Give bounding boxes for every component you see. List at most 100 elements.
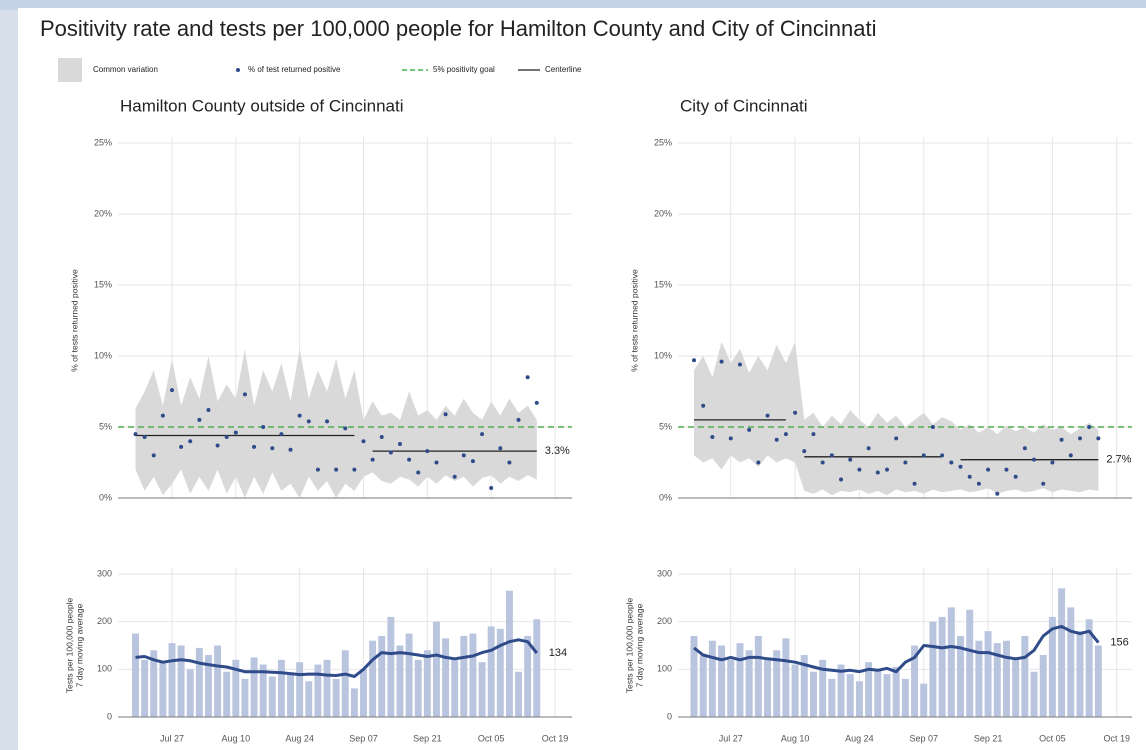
bar [533,619,541,717]
bar [957,635,965,717]
data-point [875,470,880,475]
bar [432,621,440,717]
data-point [1032,457,1037,462]
end-value-label: 156 [1110,637,1128,649]
y-axis-label: % of tests returned positive [69,269,79,372]
y-tick-label: 0% [659,492,672,502]
data-point [370,457,375,462]
bar [159,662,167,717]
bar [699,655,707,717]
data-point [461,453,466,458]
bar [414,659,422,717]
bar [141,659,149,717]
data-point [315,467,320,472]
bar [150,650,158,717]
x-tick-label: Sep 07 [909,733,938,743]
bar [874,669,882,717]
data-point [829,453,834,458]
data-point [288,447,293,452]
data-point [188,439,193,444]
data-point [976,481,981,486]
data-point [756,460,761,465]
bar [1002,640,1010,717]
bar [718,645,726,717]
y-tick-label: 300 [657,568,672,578]
bar [505,590,513,717]
y-tick-label: 300 [97,568,112,578]
data-point [252,444,257,449]
data-point [224,434,229,439]
page-title: Positivity rate and tests per 100,000 pe… [40,16,876,41]
centerline [694,419,1099,461]
x-tick-label: Aug 24 [285,733,314,743]
data-point [470,459,475,464]
bar [1030,671,1038,717]
data-point [434,460,439,465]
bar [378,635,386,717]
bar [1021,635,1029,717]
bar [1067,607,1075,717]
data-point [1087,425,1092,429]
data-point [949,460,954,465]
bar [496,628,504,717]
bar [314,664,322,717]
header-strip [0,0,1146,10]
y-axis-label: 7 day moving average [74,603,84,687]
data-point [343,426,348,431]
data-point [1050,460,1055,465]
data-point [388,450,393,455]
bar [287,674,295,717]
y-tick-label: 10% [94,350,112,360]
bar [451,659,459,717]
bar [938,616,946,717]
bar [232,659,240,717]
data-point [765,413,770,418]
data-point [425,449,430,454]
data-point [142,434,147,439]
bar [195,647,203,717]
bar [920,683,928,717]
data-point [480,432,485,437]
data-point [820,460,825,465]
data-point [489,486,494,491]
x-tick-label: Aug 24 [845,733,874,743]
panel-title: Hamilton County outside of Cincinnati [120,96,403,115]
data-point [525,375,530,380]
data-point [958,464,963,469]
data-point [692,358,696,363]
y-tick-label: 0 [667,711,672,721]
data-point [233,430,238,435]
bar [883,674,891,717]
bar [865,662,873,717]
data-point [848,457,853,462]
data-point [737,362,742,367]
bar [369,640,377,717]
data-point [1041,481,1046,486]
y-tick-label: 15% [94,279,112,289]
data-point [325,419,330,424]
data-point [1022,446,1027,451]
bar [846,674,854,717]
data-point [297,413,302,418]
x-tick-label: Oct 19 [1103,733,1130,743]
moving-average-line [693,624,1100,674]
data-point [516,417,521,422]
bar [1039,655,1047,717]
bar [223,671,231,717]
data-point [884,467,889,472]
data-point [793,410,798,415]
y-tick-label: 15% [654,279,672,289]
data-point [1004,467,1009,472]
x-tick-label: Oct 19 [542,733,569,743]
data-point [783,432,788,437]
bar [214,645,222,717]
data-point [912,481,917,486]
data-point [443,412,448,417]
data-point [857,467,862,472]
data-point [242,392,247,397]
legend-label: 5% positivity goal [433,65,495,74]
bar [241,678,249,717]
data-point [1013,474,1018,479]
